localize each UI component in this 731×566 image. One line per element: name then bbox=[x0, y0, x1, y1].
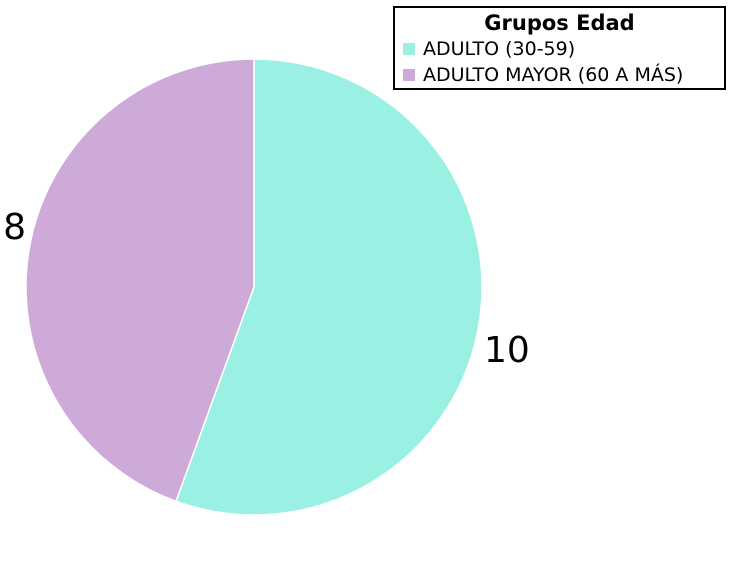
pie-slice-1 bbox=[25, 58, 255, 503]
legend-swatch-adulto-mayor bbox=[403, 69, 415, 81]
legend-item-adulto-mayor: ADULTO MAYOR (60 A MÁS) bbox=[401, 62, 718, 88]
legend-label-adulto: ADULTO (30-59) bbox=[423, 38, 576, 60]
legend-label-adulto-mayor: ADULTO MAYOR (60 A MÁS) bbox=[423, 64, 684, 86]
pie-slice-0 bbox=[175, 58, 483, 516]
legend-title: Grupos Edad bbox=[484, 11, 635, 35]
pie-slices bbox=[25, 58, 483, 516]
legend: Grupos Edad ADULTO (30-59) ADULTO MAYOR … bbox=[393, 6, 726, 90]
pie-value-labels: 10 8 bbox=[3, 207, 530, 371]
legend-swatch-adulto bbox=[403, 43, 415, 55]
pie-value-label-1: 8 bbox=[3, 207, 26, 248]
legend-item-adulto: ADULTO (30-59) bbox=[401, 36, 718, 62]
pie-value-label-0: 10 bbox=[484, 330, 530, 371]
